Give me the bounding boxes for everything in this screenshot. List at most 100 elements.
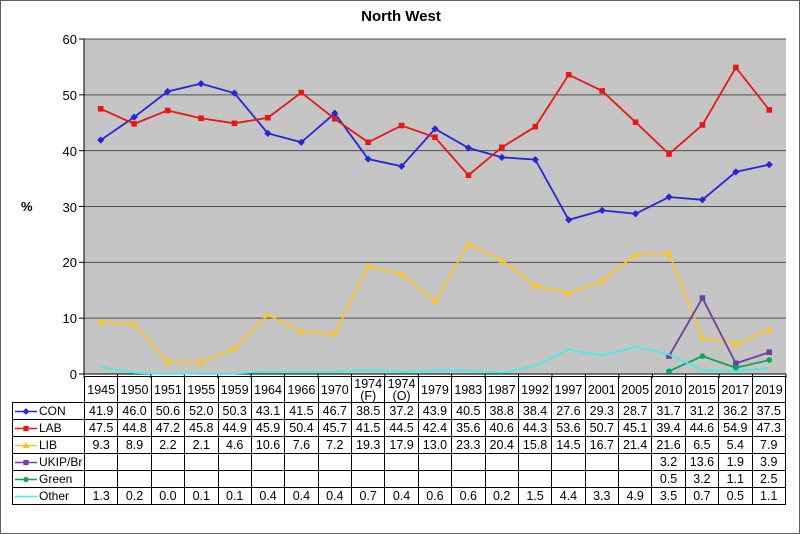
value-cell: 36.2 [718,402,753,420]
value-cell [117,470,152,488]
value-cell: 1.3 [83,487,119,505]
value-cell: 41.5 [350,419,386,437]
table-corner-blank [13,377,85,403]
year-header-cell: 1992 [517,376,553,403]
marker-diamond-icon [331,109,339,117]
marker-triangle-icon [397,270,406,277]
value-cell [551,453,586,471]
marker-triangle-icon [331,330,339,337]
legend-key: LAB [14,421,84,435]
value-cell: 31.2 [684,402,720,420]
value-cell: 7.9 [751,436,786,454]
series-line-other [100,345,770,375]
value-cell [350,470,386,488]
value-cell [417,470,453,488]
marker-triangle-icon [565,289,573,296]
value-cell: 4.4 [551,487,586,505]
value-cell: 7.2 [317,436,353,454]
value-cell: 0.1 [217,487,252,505]
value-cell [150,453,186,471]
value-cell: 46.0 [117,402,152,420]
value-cell [517,453,553,471]
legend-ukip-br-icon [15,459,37,465]
marker-triangle-icon [464,240,473,247]
legend-key-cell: LIB [12,436,85,454]
value-cell [451,453,486,471]
value-cell: 44.9 [217,419,252,437]
value-cell: 0.1 [184,487,219,505]
marker-diamond-icon [765,161,773,169]
value-cell [284,470,319,488]
marker-square-icon [699,295,706,301]
value-cell [617,453,653,471]
value-cell: 0.4 [317,487,353,505]
value-cell: 10.6 [250,436,286,454]
value-cell: 44.3 [517,419,553,437]
chart-title: North West [361,8,441,25]
value-cell: 8.9 [117,436,152,454]
year-header-cell: 2019 [751,376,786,403]
value-cell [217,453,252,471]
value-cell: 42.4 [417,419,453,437]
value-cell: 52.0 [184,402,219,420]
marker-triangle-icon [631,250,640,258]
marker-square-icon [398,122,405,129]
value-cell: 0.5 [718,487,753,505]
marker-diamond-icon [297,138,305,146]
marker-square-icon [164,107,171,114]
value-cell [551,470,586,488]
value-cell: 15.8 [517,436,553,454]
marker-diamond-icon [364,155,372,163]
year-header-cell: 1959 [217,376,252,403]
value-cell: 45.8 [184,419,219,437]
value-cell: 37.5 [751,402,786,420]
marker-triangle-icon [732,340,740,347]
value-cell: 2.2 [150,436,186,454]
value-cell: 0.0 [150,487,186,505]
value-cell: 3.3 [584,487,620,505]
legend-lib-icon [15,441,37,448]
value-cell: 45.9 [250,419,286,437]
value-cell: 5.4 [718,436,753,454]
marker-diamond-icon [130,113,138,121]
value-cell: 3.9 [751,453,786,471]
marker-triangle-icon [22,441,30,448]
value-cell: 21.4 [617,436,653,454]
value-cell [83,453,119,471]
marker-diamond-icon [230,89,239,97]
value-cell: 3.5 [651,487,686,505]
legend-key: Green [14,472,84,486]
value-cell: 0.4 [384,487,419,505]
value-cell [417,453,453,471]
marker-square-icon [733,64,739,71]
value-cell: 50.7 [584,419,620,437]
table-row-lib: LIB 9.3 8.9 2.2 2.1 4.6 10.6 7.6 7.2 19.3 17.9 13.0… [12,436,786,454]
marker-triangle-icon [163,358,172,365]
legend-key: UKIP/Br [14,455,84,469]
marker-circle-icon [699,353,706,359]
value-cell: 41.5 [284,402,319,420]
value-cell [250,470,286,488]
value-cell [250,453,286,471]
value-cell [617,470,653,488]
marker-diamond-icon [665,193,673,201]
marker-triangle-icon [364,262,372,269]
value-cell: 17.9 [384,436,419,454]
marker-square-icon [532,123,539,130]
marker-square-icon [699,122,706,128]
value-cell [517,470,553,488]
year-header-cell: 1945 [83,376,119,403]
year-header-cell: 2001 [584,376,620,403]
year-header-cell: 1974 (F) [350,376,386,403]
value-cell: 4.6 [217,436,252,454]
y-axis-tick-label: 10 [62,311,77,327]
marker-triangle-icon [431,297,439,305]
value-cell: 23.3 [451,436,486,454]
value-cell: 47.2 [150,419,186,437]
year-header-cell: 1951 [150,376,186,403]
value-cell: 4.9 [617,487,653,505]
marker-diamond-icon [464,144,473,152]
year-header-cell: 1964 [250,376,286,403]
year-header-cell: 2017 [718,376,753,403]
